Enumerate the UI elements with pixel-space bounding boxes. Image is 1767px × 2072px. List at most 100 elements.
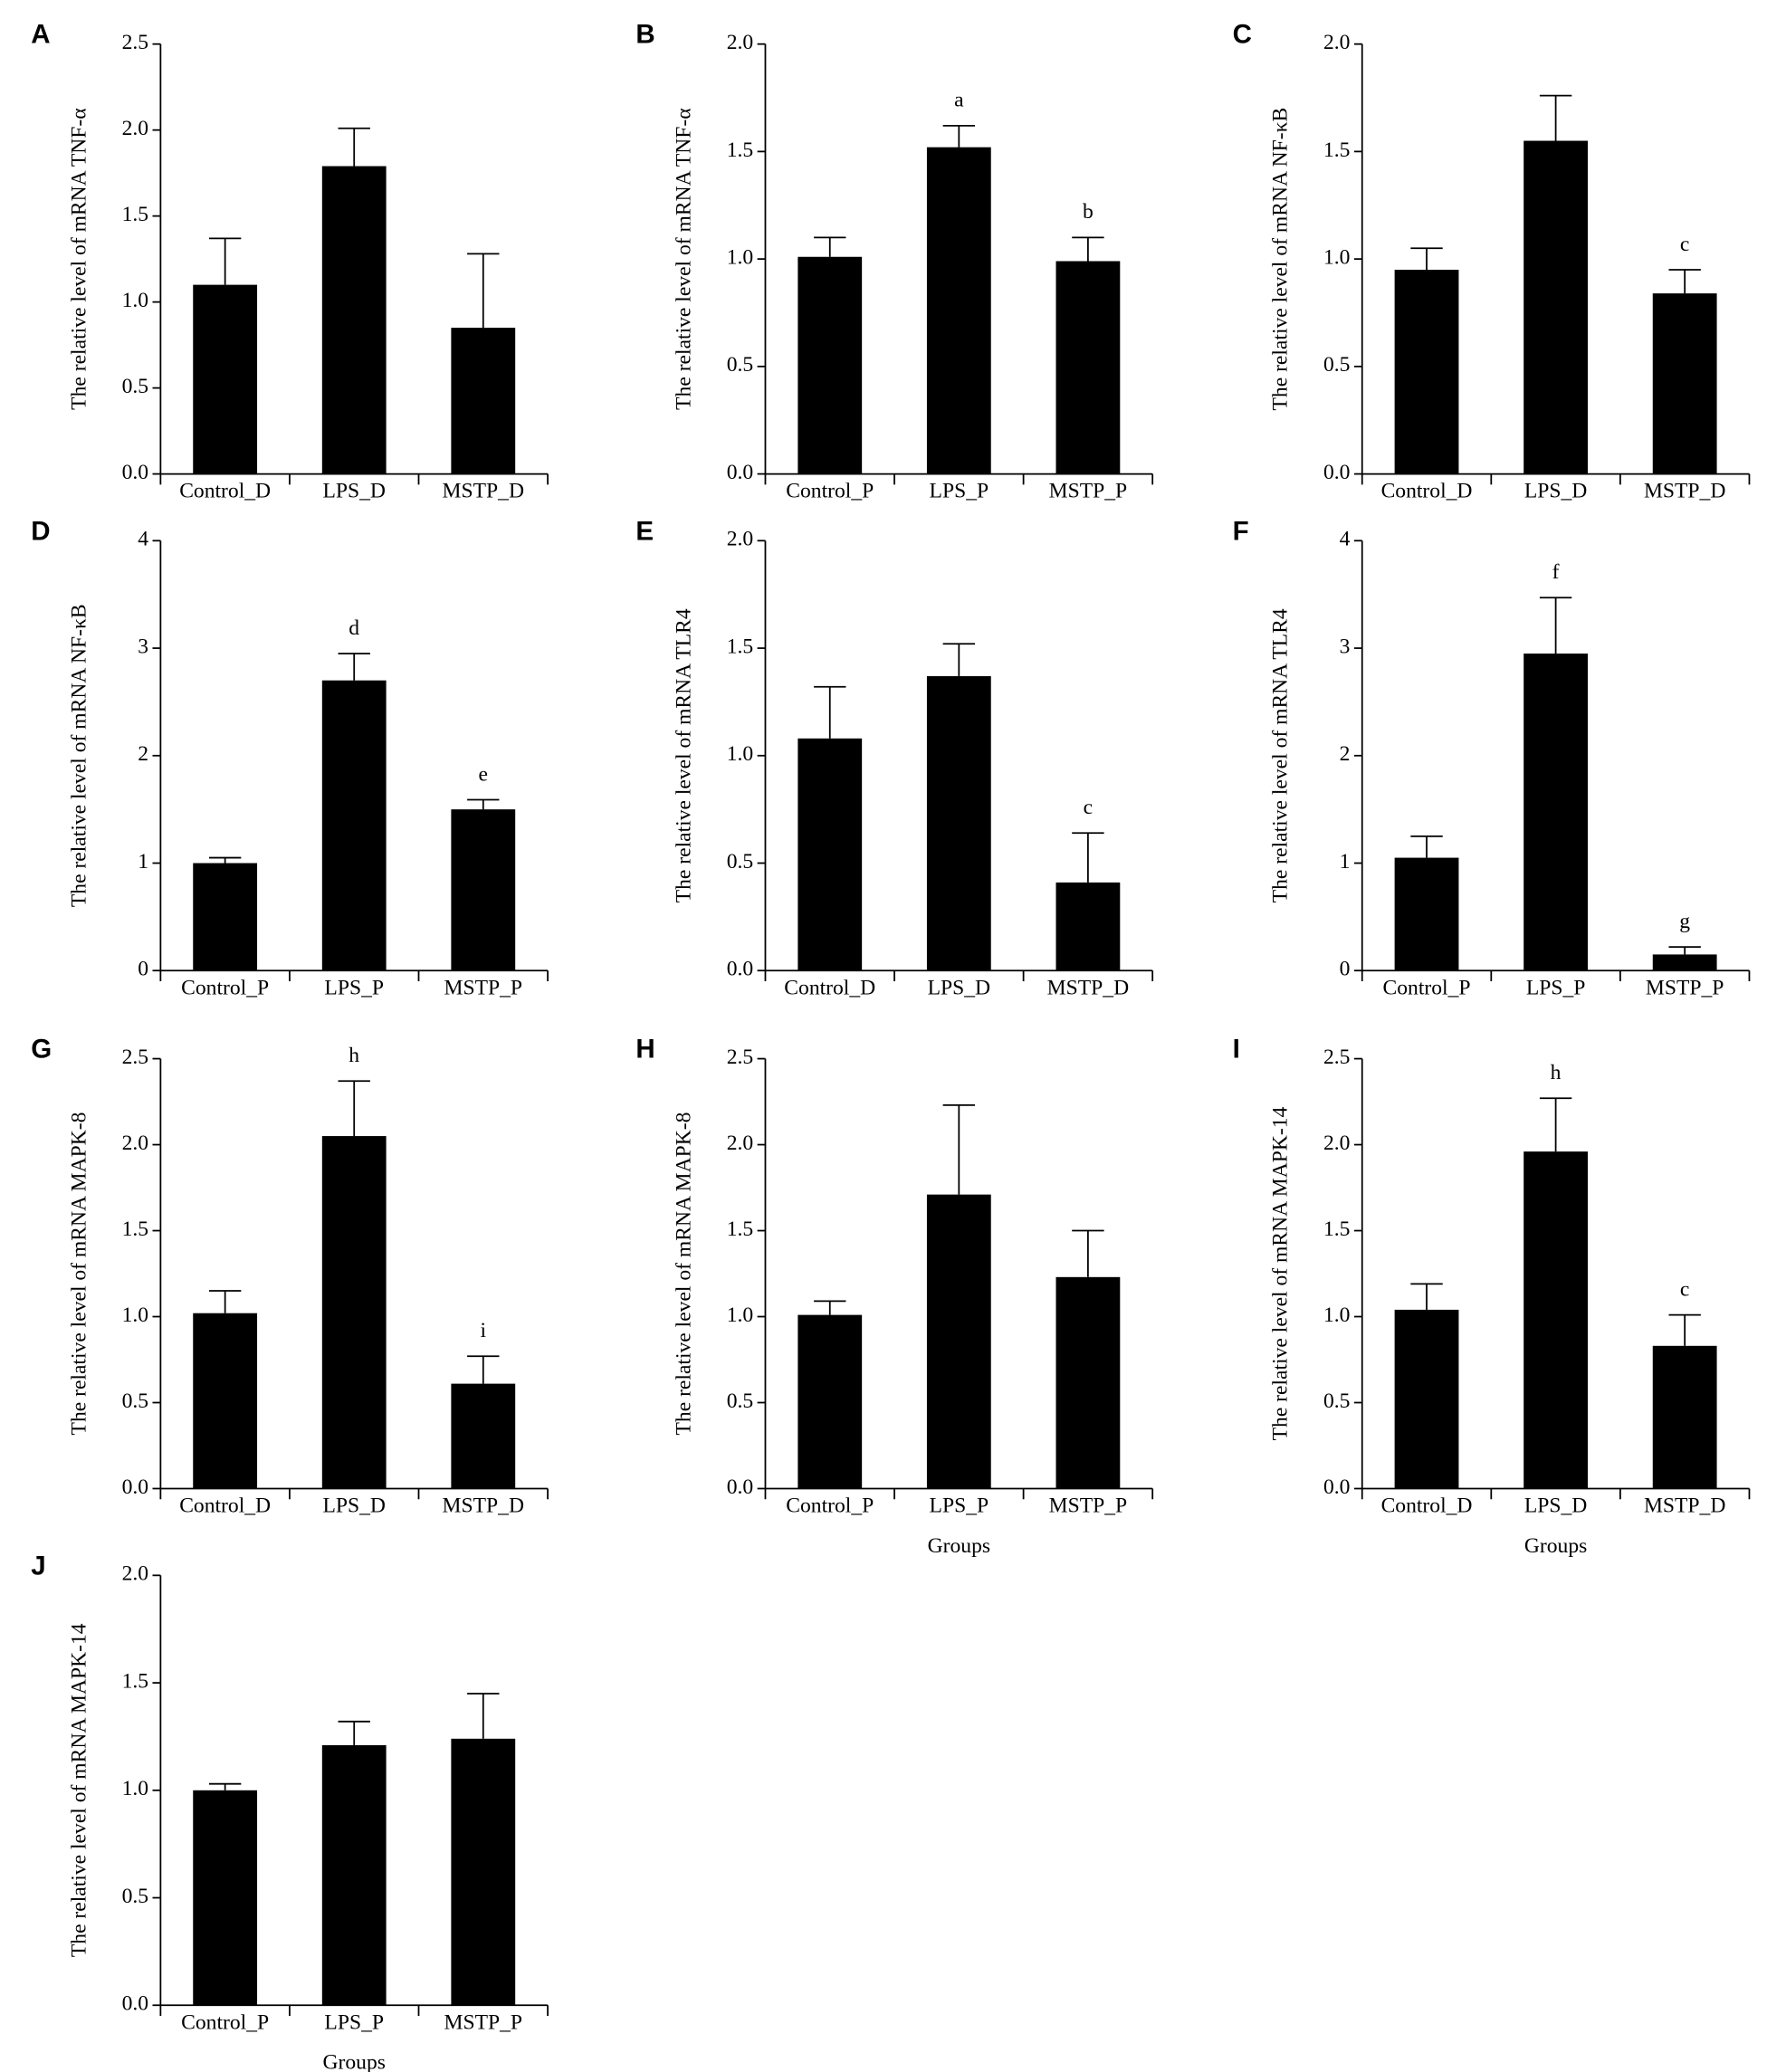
bar — [321, 680, 387, 971]
bar — [1652, 293, 1717, 474]
bar — [193, 284, 258, 474]
x-tick-label: LPS_P — [930, 480, 989, 503]
bar — [1394, 857, 1459, 971]
x-tick-label: Control_P — [181, 2010, 269, 2034]
y-tick-label: 0 — [138, 958, 148, 981]
chart-panel: B The relative level of mRNA TNF-α 0.0 0.5 1… — [635, 20, 1154, 503]
y-tick-label: 3 — [138, 635, 148, 658]
y-tick-label: 1.5 — [727, 635, 753, 658]
y-axis-title: The relative level of mRNA MAPK-8 — [67, 1112, 91, 1436]
y-tick-label: 0.0 — [727, 1475, 753, 1499]
panel-label: A — [31, 20, 50, 50]
y-tick-label: 1.0 — [122, 289, 148, 312]
y-tick-label: 2.5 — [727, 1046, 753, 1069]
y-tick-label: 3 — [1340, 635, 1351, 658]
y-tick-label: 1.5 — [727, 138, 753, 162]
bar — [193, 863, 258, 971]
significance-label: c — [1680, 1277, 1689, 1301]
x-tick-label: Control_D — [784, 976, 875, 999]
y-tick-label: 2.0 — [122, 117, 148, 140]
y-axis-title: The relative level of mRNA NF-κB — [67, 604, 91, 907]
bar — [1523, 140, 1588, 474]
chart-panel: E The relative level of mRNA TLR4 0.0 0.5 1.… — [635, 516, 1154, 999]
y-tick-label: 1 — [1340, 850, 1351, 874]
y-tick-label: 0.5 — [122, 375, 148, 398]
y-tick-label: 0.0 — [727, 461, 753, 484]
y-axis-title: The relative level of mRNA NF-κB — [1269, 108, 1293, 411]
y-tick-label: 2.0 — [1323, 31, 1350, 54]
panel-label: F — [1233, 516, 1249, 546]
y-tick-label: 2.5 — [122, 1046, 148, 1069]
x-tick-label: LPS_P — [930, 1494, 989, 1518]
chart-panel: D The relative level of mRNA NF-κB 0 1 2 3 4 Co… — [31, 516, 549, 999]
y-tick-label: 1.0 — [1323, 246, 1350, 270]
x-tick-label: LPS_D — [928, 976, 990, 999]
y-tick-label: 2.0 — [122, 1131, 148, 1155]
y-tick-label: 1.5 — [122, 203, 148, 226]
bar — [451, 809, 516, 971]
x-tick-label: LPS_D — [322, 480, 385, 503]
bar — [926, 675, 991, 971]
y-tick-label: 2.0 — [727, 528, 753, 551]
x-axis-title: Groups — [322, 2051, 385, 2072]
x-tick-label: Control_D — [1381, 1494, 1473, 1518]
y-tick-label: 1.0 — [122, 1303, 148, 1327]
bar — [1394, 1309, 1459, 1489]
panel-label: I — [1233, 1035, 1240, 1065]
x-tick-label: MSTP_D — [1644, 480, 1725, 503]
y-tick-label: 4 — [1340, 528, 1351, 551]
y-axis-title: The relative level of mRNA TLR4 — [672, 608, 695, 902]
chart-panel: F The relative level of mRNA TLR4 0 1 2 3 4 Con… — [1233, 516, 1751, 999]
bar — [193, 1790, 258, 2006]
y-tick-label: 1 — [138, 850, 148, 874]
x-tick-label: MSTP_P — [1049, 1494, 1128, 1518]
x-tick-label: MSTP_D — [1644, 1494, 1725, 1518]
y-tick-label: 0.5 — [727, 353, 753, 377]
panel-label: H — [635, 1035, 654, 1065]
bar — [926, 147, 991, 474]
y-tick-label: 0.0 — [122, 461, 148, 484]
bar — [451, 1383, 516, 1489]
y-tick-label: 0.5 — [727, 1389, 753, 1413]
y-tick-label: 1.5 — [727, 1217, 753, 1241]
y-tick-label: 0.5 — [1323, 1389, 1350, 1413]
y-tick-label: 0.0 — [122, 1992, 148, 2016]
y-tick-label: 1.0 — [1323, 1303, 1350, 1327]
significance-label: c — [1680, 233, 1689, 256]
y-tick-label: 4 — [138, 528, 148, 551]
y-tick-label: 2 — [138, 742, 148, 766]
y-tick-label: 1.0 — [727, 742, 753, 766]
bar — [193, 1313, 258, 1489]
significance-label: i — [481, 1319, 487, 1342]
bar — [798, 256, 863, 474]
bar — [1394, 269, 1459, 474]
chart-panel: A The relative level of mRNA TNF-α 0.0 0.5 1… — [31, 20, 549, 503]
bar — [798, 1314, 863, 1489]
y-tick-label: 0 — [1340, 958, 1351, 981]
x-tick-label: MSTP_D — [443, 1494, 524, 1518]
chart-panel: I The relative level of mRNA MAPK-14 0.0 0.… — [1233, 1035, 1751, 1558]
chart-panel: C The relative level of mRNA NF-κB 0.0 0.5 1… — [1233, 20, 1751, 503]
y-tick-label: 0.5 — [122, 1389, 148, 1413]
bar — [1055, 882, 1121, 971]
y-tick-label: 1.5 — [122, 1217, 148, 1241]
significance-label: h — [349, 1044, 359, 1067]
panel-label: J — [31, 1551, 45, 1580]
x-tick-label: MSTP_D — [443, 480, 524, 503]
x-tick-label: MSTP_D — [1047, 976, 1129, 999]
x-tick-label: Control_P — [786, 480, 874, 503]
panel-label: G — [31, 1035, 52, 1065]
y-axis-title: The relative level of mRNA MAPK-8 — [672, 1112, 695, 1436]
y-tick-label: 0.0 — [122, 1475, 148, 1499]
significance-label: c — [1084, 796, 1093, 819]
significance-label: f — [1552, 560, 1560, 584]
bar — [1523, 653, 1588, 971]
y-axis-title: The relative level of mRNA MAPK-14 — [1269, 1106, 1293, 1440]
significance-label: g — [1679, 910, 1690, 933]
bar — [321, 1136, 387, 1489]
x-tick-label: MSTP_P — [1049, 480, 1128, 503]
y-tick-label: 0.5 — [1323, 353, 1350, 377]
y-tick-label: 2.0 — [727, 31, 753, 54]
x-tick-label: Control_D — [1381, 480, 1473, 503]
